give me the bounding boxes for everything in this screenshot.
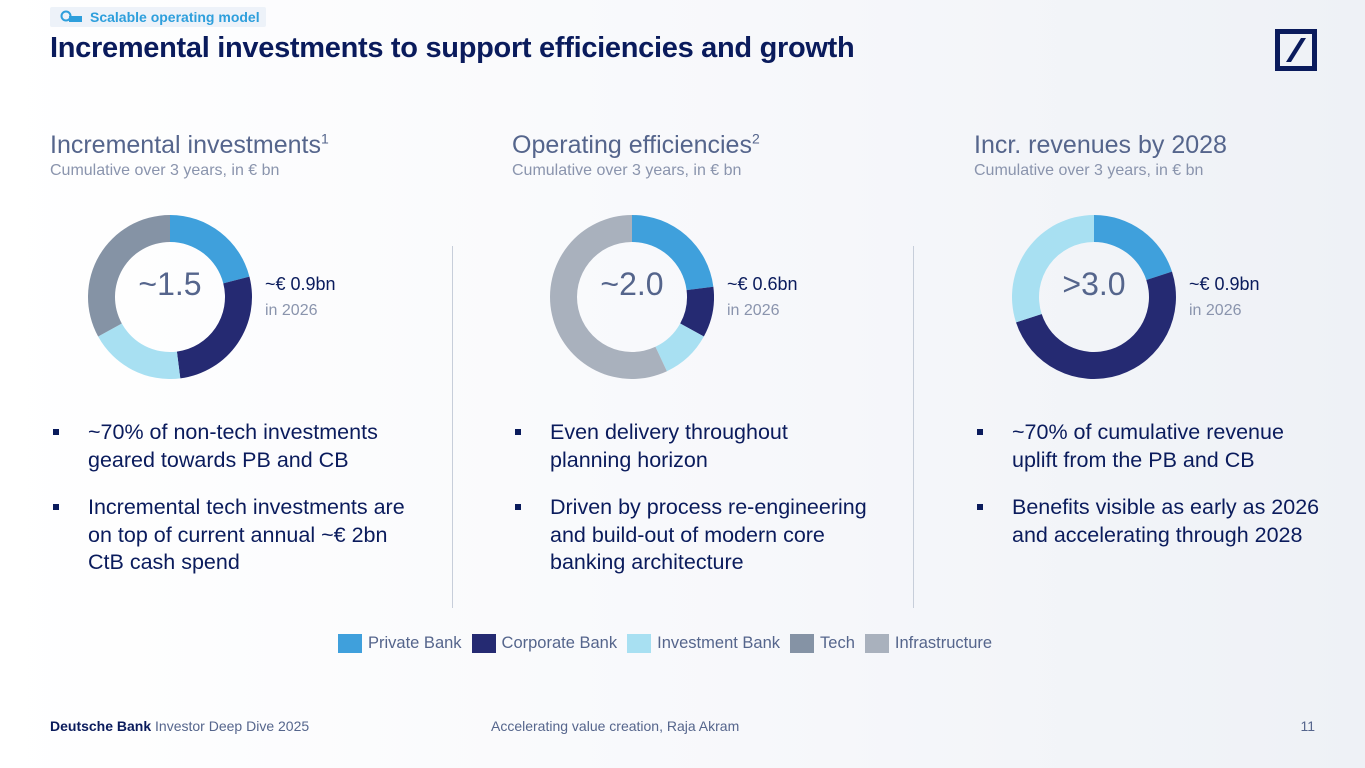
legend-label: Corporate Bank — [501, 634, 618, 652]
bullet-item: Incremental tech investments are on top … — [50, 494, 410, 577]
page-title: Incremental investments to support effic… — [50, 32, 855, 64]
donut-segment-corporate-bank — [176, 276, 252, 379]
donut-segment-investment-bank — [1012, 215, 1094, 323]
column-title: Operating efficiencies2 — [512, 130, 760, 159]
bullet-list: ~70% of non-tech investments geared towa… — [50, 419, 410, 597]
section-tag-label: Scalable operating model — [90, 9, 260, 25]
footer-brand: Deutsche Bank — [50, 718, 152, 734]
column-title: Incr. revenues by 2028 — [974, 131, 1227, 159]
legend-label: Investment Bank — [657, 634, 781, 652]
column-subtitle: Cumulative over 3 years, in € bn — [974, 162, 1204, 179]
magnifier-icon — [60, 10, 82, 22]
footnote-marker: 1 — [320, 130, 329, 147]
donut-segment-infrastructure — [550, 215, 667, 379]
annotation-value: ~€ 0.6bn — [727, 274, 798, 294]
bullet-item: Benefits visible as early as 2026 and ac… — [974, 494, 1334, 549]
column-operating-efficiencies: Operating efficiencies2 Cumulative over … — [512, 130, 912, 574]
donut-chart-efficiencies — [550, 215, 714, 379]
legend-label: Infrastructure — [894, 634, 993, 652]
legend-item-tech: Tech — [790, 634, 855, 653]
deutsche-bank-logo-icon — [1275, 29, 1317, 71]
bullet-item: Driven by process re-engineering and bui… — [512, 494, 872, 577]
donut-segment-corporate-bank — [1016, 271, 1176, 379]
donut-segment-investment-bank — [98, 323, 181, 379]
donut-segment-corporate-bank — [680, 286, 714, 337]
legend-label: Private Bank — [368, 634, 462, 652]
column-divider — [913, 246, 914, 608]
legend-item-private-bank: Private Bank — [338, 634, 462, 653]
column-title: Incremental investments1 — [50, 130, 329, 159]
footer-event: Deutsche Bank Investor Deep Dive 2025 — [50, 718, 309, 734]
donut-chart-investments — [88, 215, 252, 379]
column-subtitle: Cumulative over 3 years, in € bn — [512, 162, 742, 179]
footnote-marker: 2 — [751, 130, 760, 147]
bullet-item: ~70% of non-tech investments geared towa… — [50, 419, 410, 474]
bullet-item: Even delivery throughout planning horizo… — [512, 419, 872, 474]
donut-segment-tech — [88, 215, 170, 337]
bullet-item: ~70% of cumulative revenue uplift from t… — [974, 419, 1334, 474]
donut-segment-private-bank — [1094, 215, 1172, 281]
legend-item-corporate-bank: Corporate Bank — [471, 634, 618, 653]
bullet-list: ~70% of cumulative revenue uplift from t… — [974, 419, 1334, 569]
annotation-subtitle: in 2026 — [1189, 302, 1242, 319]
donut-segment-private-bank — [632, 215, 714, 291]
page-number: 11 — [1300, 718, 1315, 734]
donut-center-label: ~1.5 — [138, 266, 202, 302]
column-subtitle: Cumulative over 3 years, in € bn — [50, 162, 280, 179]
legend-swatch — [790, 634, 815, 653]
legend-swatch — [627, 634, 652, 653]
donut-center-label: ~2.0 — [600, 266, 664, 302]
annotation-value: ~€ 0.9bn — [265, 274, 336, 294]
annotation-value: ~€ 0.9bn — [1189, 274, 1260, 294]
column-incremental-investments: Incremental investments1 Cumulative over… — [50, 130, 450, 574]
bullet-list: Even delivery throughout planning horizo… — [512, 419, 872, 597]
legend-label: Tech — [820, 634, 855, 652]
column-divider — [452, 246, 453, 608]
legend-swatch — [471, 634, 496, 653]
legend-item-infrastructure: Infrastructure — [864, 634, 993, 653]
legend-item-investment-bank: Investment Bank — [627, 634, 780, 653]
annotation-subtitle: in 2026 — [727, 302, 780, 319]
footer-event-name: Investor Deep Dive 2025 — [155, 718, 310, 734]
donut-center-label: >3.0 — [1062, 266, 1126, 302]
annotation-subtitle: in 2026 — [265, 302, 318, 319]
footer-presenter: Accelerating value creation, Raja Akram — [491, 718, 740, 734]
donut-segment-investment-bank — [655, 323, 704, 372]
legend-swatch — [864, 634, 889, 653]
chart-legend: Private Bank Corporate Bank Investment B… — [338, 634, 1002, 653]
legend-swatch — [338, 634, 362, 653]
column-incremental-revenues: Incr. revenues by 2028 Cumulative over 3… — [974, 130, 1365, 547]
section-tag: Scalable operating model — [50, 7, 266, 27]
donut-chart-revenues — [1012, 215, 1176, 379]
donut-segment-private-bank — [170, 215, 250, 284]
